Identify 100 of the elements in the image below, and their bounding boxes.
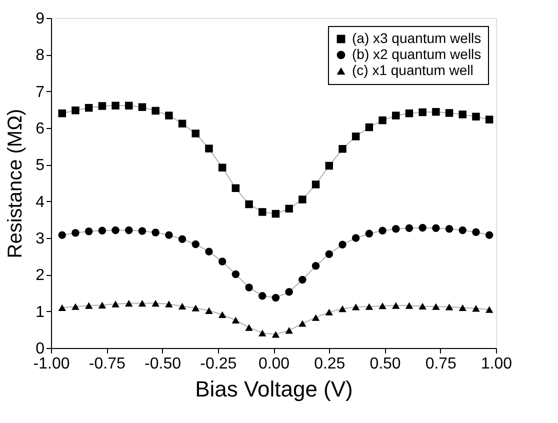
point [218, 311, 226, 318]
point [338, 240, 346, 248]
point [445, 109, 454, 117]
point [405, 302, 414, 309]
legend-label: (b) x2 quantum wells [352, 46, 482, 62]
legend-label: (c) x1 quantum well [352, 62, 474, 78]
point [272, 331, 280, 338]
point [365, 303, 374, 310]
y-tick-label: 9 [36, 10, 45, 28]
point [312, 180, 320, 188]
point [152, 106, 160, 115]
point [84, 302, 93, 309]
point [72, 106, 80, 114]
y-tick-label: 2 [36, 267, 45, 284]
x-tick-label: 1.00 [480, 356, 512, 372]
point [125, 300, 133, 307]
y-tick-label: 4 [36, 194, 45, 211]
point [285, 204, 293, 213]
point [192, 304, 200, 312]
point [445, 304, 454, 310]
point [192, 240, 200, 248]
point [84, 228, 93, 236]
point [125, 226, 133, 234]
y-tick-label: 3 [36, 230, 45, 248]
point [205, 248, 213, 256]
point [472, 305, 480, 312]
point [125, 102, 133, 110]
point [232, 316, 240, 324]
point [165, 112, 173, 120]
y-tick-label: 8 [36, 47, 45, 64]
point [258, 330, 266, 336]
point [405, 109, 414, 118]
point [218, 258, 226, 266]
point [58, 109, 66, 118]
point [418, 302, 426, 310]
point [165, 231, 173, 239]
point [98, 226, 106, 235]
point [232, 270, 240, 278]
x-tick-label: 0.25 [314, 356, 346, 372]
x-tick-label: 0.50 [370, 356, 401, 372]
point [325, 308, 333, 316]
point [165, 300, 173, 308]
point [485, 231, 494, 239]
point [112, 300, 120, 308]
point [365, 123, 374, 132]
point [285, 288, 293, 296]
point [272, 294, 280, 302]
point [392, 112, 400, 120]
point [312, 262, 320, 270]
point [245, 284, 253, 292]
x-tick-label: 0.75 [425, 356, 457, 372]
point [392, 224, 400, 233]
point [205, 144, 213, 152]
point [405, 224, 414, 232]
point [258, 208, 266, 216]
point [205, 307, 213, 314]
point [378, 116, 386, 124]
point [338, 305, 346, 312]
point [72, 229, 80, 237]
point [458, 304, 466, 312]
point [178, 235, 186, 243]
x-tick-label: 0.00 [258, 356, 290, 372]
point [418, 108, 426, 116]
point [418, 224, 426, 232]
point [138, 300, 146, 307]
point [432, 108, 440, 116]
point [112, 102, 120, 110]
point [325, 250, 333, 258]
point [352, 304, 360, 310]
point [458, 226, 466, 234]
point [178, 120, 186, 128]
point [258, 292, 266, 300]
point [72, 303, 80, 310]
point [485, 116, 494, 124]
point [378, 302, 386, 310]
point [392, 302, 400, 309]
point [138, 227, 146, 235]
y-tick-label: 6 [36, 120, 45, 138]
point [245, 324, 253, 331]
point [432, 224, 440, 232]
point [58, 304, 66, 312]
x-tick-label: -0.50 [144, 356, 182, 372]
point [218, 164, 226, 172]
point [312, 314, 320, 321]
point [365, 230, 374, 238]
point [338, 145, 346, 153]
point [245, 200, 253, 208]
point [272, 210, 280, 218]
point [352, 132, 360, 140]
y-tick-label: 7 [36, 84, 45, 101]
point [58, 231, 66, 239]
y-tick-label: 0 [36, 340, 45, 358]
point [472, 112, 480, 121]
y-axis-title: Resistance (MΩ) [4, 108, 27, 258]
point [138, 103, 146, 111]
point [178, 302, 186, 310]
x-tick-label: -0.75 [88, 356, 126, 372]
point [232, 184, 240, 192]
x-tick-label: -0.25 [200, 356, 237, 372]
point [458, 110, 466, 118]
